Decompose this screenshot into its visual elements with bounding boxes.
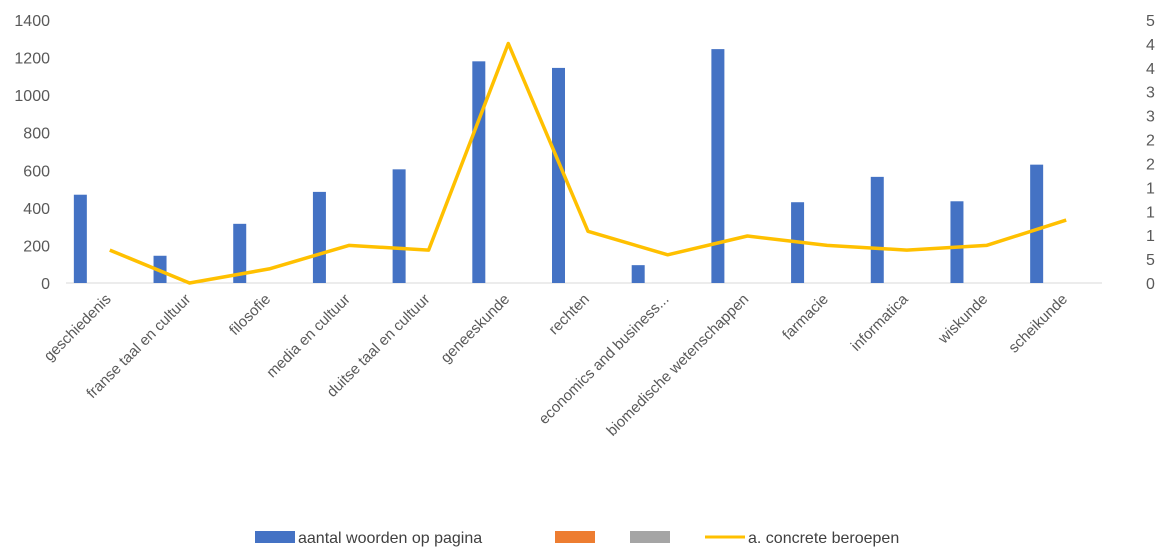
category-label: biomedische wetenschappen [603,291,752,440]
left-tick-label: 200 [23,238,50,255]
legend-swatch-0 [255,531,295,543]
bar-4 [392,169,406,283]
right-tick-label: 1 [1146,180,1155,197]
left-tick-label: 1000 [14,88,50,105]
legend-label-0: aantal woorden op pagina [298,530,482,547]
category-label: farmacie [779,291,832,344]
bar-3 [312,191,326,283]
legend-label-3: a. concrete beroepen [748,530,899,547]
right-tick-label: 4 [1146,61,1155,78]
bar-2 [233,223,247,283]
category-label: economics and business... [536,291,673,428]
bar-6 [552,67,565,284]
right-tick-label: 3 [1146,85,1155,102]
right-tick-label: 2 [1146,156,1155,173]
left-tick-label: 800 [23,126,50,143]
left-tick-label: 0 [41,276,50,293]
left-tick-label: 1400 [14,13,50,30]
category-label: scheikunde [1005,291,1071,357]
legend: aantal woorden op pagina a. concrete bero… [255,530,899,547]
bar-5 [472,61,486,284]
right-tick-label: 5 [1146,13,1155,30]
category-label: geschiedenis [41,291,115,365]
bar-0 [73,194,87,283]
right-tick-label: 1 [1146,228,1155,245]
left-tick-label: 400 [23,201,50,218]
bar-10 [870,176,884,283]
bar-12 [1030,164,1044,283]
right-tick-label: 4 [1146,37,1155,54]
right-tick-label: 3 [1146,109,1155,126]
legend-swatch-2 [630,531,670,543]
category-label: informatica [848,290,912,354]
right-tick-label: 5 [1146,252,1155,269]
bar-11 [950,201,964,283]
right-axis-ticks: 0 5 1 1 1 2 2 3 3 4 4 5 [1146,13,1155,293]
category-label: media en cultuur [263,291,353,381]
category-label: rechten [545,291,592,338]
right-tick-label: 2 [1146,133,1155,150]
bar-series [73,49,1044,284]
left-tick-label: 600 [23,163,50,180]
category-label: wiskunde [934,291,991,348]
category-label: geneeskunde [437,291,513,367]
legend-swatch-1 [555,531,595,543]
left-axis-ticks: 0 200 400 600 800 1000 1200 1400 [14,13,50,293]
right-tick-label: 0 [1146,276,1155,293]
bar-7 [631,265,645,283]
line-series-concrete-beroepen [109,41,1067,285]
bar-8 [711,49,725,283]
category-label: filosofie [226,291,274,339]
left-tick-label: 1200 [14,51,50,68]
right-tick-label: 1 [1146,204,1155,221]
